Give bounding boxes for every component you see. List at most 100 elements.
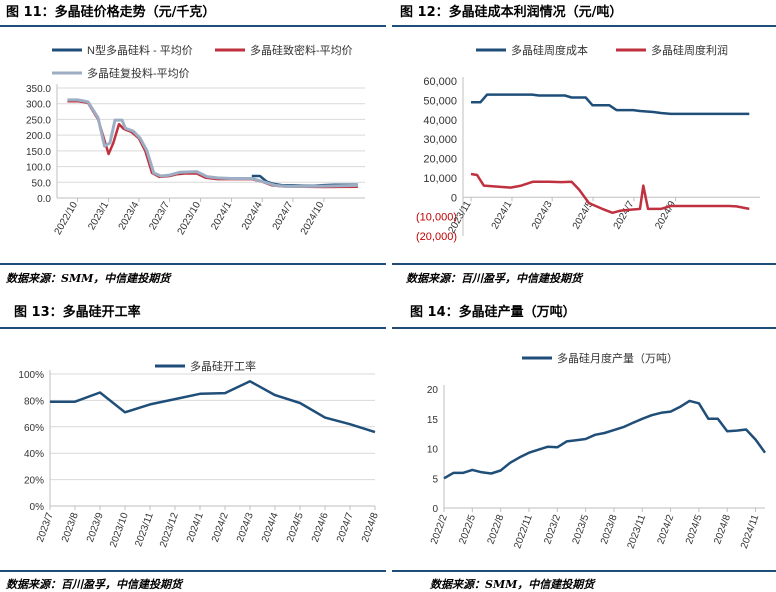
x-tick-label: 2024/4 [240, 200, 265, 232]
x-tick-label: 2023/8 [60, 511, 81, 544]
y-tick-label: 30,000 [423, 134, 457, 146]
y-tick-label: 15 [427, 415, 439, 426]
series-line-1 [50, 380, 376, 434]
x-tick-label: 2023/7 [147, 200, 172, 232]
x-tick-label: 2024/7 [271, 200, 296, 232]
source-rule [0, 263, 386, 265]
x-tick-label: 2023/10 [176, 200, 204, 237]
series-line-1 [471, 93, 750, 116]
title-rule [392, 327, 776, 329]
chart-11: 0.0 50.0 100.0 150.0 200.0 250.0 300.0 350.0 202… [26, 43, 365, 237]
y-tick-label: 100.0 [26, 163, 51, 174]
x-tick-label: 2024/10 [299, 200, 327, 237]
y-tick-label: 350.0 [26, 84, 51, 95]
series-line-2 [470, 172, 750, 215]
panel-12: 图 12：多晶硅成本利润情况（元/吨） (20,000) (10,000) 0 10,… [390, 0, 776, 295]
y-tick-label: 40% [24, 449, 44, 460]
y-tick-label: 40,000 [423, 115, 457, 127]
panel-11-title: 图 11：多晶硅价格走势（元/千克） [6, 5, 216, 20]
y-tick-label: 100% [18, 370, 44, 381]
x-tick-label: 2023/12 [158, 511, 181, 549]
chart-13: 0%20%40%60%80%100%2023/7 2023/8 2023/9 2023… [18, 359, 381, 549]
y-tick-label: 0 [451, 192, 457, 204]
x-tick-label: 2024/9 [653, 199, 678, 231]
x-tick-label: 2024/8 [360, 511, 381, 544]
x-tick-label: 2023/2 [542, 513, 563, 546]
x-tick-label: 2023/9 [85, 511, 106, 544]
y-tick-label: 10 [427, 445, 439, 456]
y-tick-label: 300.0 [26, 100, 51, 111]
x-tick-label: 2024/8 [712, 513, 733, 546]
y-tick-label: 50,000 [423, 95, 457, 107]
x-tick-label: 2023/4 [117, 200, 142, 232]
x-tick-label: 2024/6 [310, 511, 331, 544]
series-line-2 [67, 99, 358, 189]
y-tick-label: 0.0 [37, 194, 51, 205]
x-tick-label: 2024/11 [739, 513, 762, 550]
y-tick-label: (10,000) [416, 212, 457, 224]
x-tick-label: 2024/1 [185, 511, 206, 544]
legend-label: 多晶硅致密料-平均价 [250, 43, 353, 57]
legend-label: 多晶硅复投料-平均价 [87, 66, 190, 80]
y-tick-label: 150.0 [26, 147, 51, 158]
x-tick-label: 2024/2 [210, 511, 231, 544]
y-tick-label: 60,000 [423, 76, 457, 88]
x-tick-label: 2024/7 [612, 199, 637, 231]
legend-label: 多晶硅月度产量（万吨） [557, 351, 678, 365]
panel-11: 图 11：多晶硅价格走势（元/千克） 0.0 50.0 100.0 150.0 200.… [0, 0, 388, 295]
series-line-1 [443, 399, 767, 480]
x-tick-label: 2022/5 [457, 513, 478, 546]
panel-14-title: 图 14：多晶硅产量（万吨） [410, 305, 576, 320]
y-tick-label: (20,000) [416, 231, 457, 243]
x-tick-label: 2023/11 [133, 511, 156, 548]
x-tick-label: 2023/5 [571, 513, 592, 546]
panel-13: 图 13：多晶硅开工率 0% 20% 40% 60% 80% 100% 2023/7 2023… [0, 300, 388, 592]
source-rule [0, 570, 386, 572]
panel-11-source: 数据来源：SMM，中信建投期货 [6, 272, 171, 285]
x-tick-label: 2023/7 [35, 511, 56, 544]
title-rule [0, 25, 386, 27]
x-tick-label: 2023/10 [108, 511, 131, 549]
chart-14: 0 5 10 15 20 2022/2 2022/5 2022/8 2022/11 2023/2 2… [427, 351, 767, 550]
x-tick-label: 2024/2 [656, 513, 677, 546]
x-tick-label: 2024/3 [530, 199, 555, 231]
y-tick-label: 10,000 [423, 173, 457, 185]
panel-14: 图 14：多晶硅产量（万吨） 0 5 10 15 20 2022/2 2022/5 2022/… [390, 300, 776, 592]
y-tick-label: 50.0 [32, 178, 52, 189]
y-tick-label: 20,000 [423, 154, 457, 166]
x-tick-label: 2023/8 [599, 513, 620, 546]
y-tick-label: 20 [427, 385, 439, 396]
legend-label: N型多晶硅料 - 平均价 [87, 43, 193, 57]
panel-12-source: 数据来源：百川盈孚，中信建投期货 [406, 272, 582, 285]
x-tick-label: 2024/5 [684, 513, 705, 546]
series-line-3 [67, 98, 358, 188]
panel-12-title: 图 12：多晶硅成本利润情况（元/吨） [400, 5, 623, 20]
x-tick-label: 2022/8 [486, 513, 507, 546]
y-tick-label: 5 [432, 474, 438, 485]
x-tick-label: 2023/1 [86, 200, 111, 232]
panel-13-source: 数据来源：百川盈孚，中信建投期货 [6, 578, 182, 591]
x-tick-label: 2024/3 [235, 511, 256, 544]
y-tick-label: 80% [24, 396, 44, 407]
x-tick-label: 2022/11 [512, 513, 535, 550]
y-tick-label: 250.0 [26, 115, 51, 126]
panel-14-source: 数据来源：SMM，中信建投期货 [430, 578, 595, 591]
legend-label: 多晶硅周度成本 [511, 43, 588, 57]
title-rule [0, 327, 386, 329]
legend-label: 多晶硅开工率 [190, 359, 256, 373]
x-tick-label: 2022/2 [429, 513, 450, 546]
x-tick-label: 2022/10 [53, 200, 81, 237]
x-tick-label: 2023/11 [626, 513, 649, 550]
y-tick-label: 0% [30, 502, 45, 513]
source-rule [392, 570, 776, 572]
x-tick-label: 2024/4 [260, 511, 281, 544]
panel-13-title: 图 13：多晶硅开工率 [14, 305, 141, 320]
source-rule [392, 263, 776, 265]
legend-label: 多晶硅周度利润 [651, 43, 728, 57]
title-rule [392, 25, 776, 27]
y-tick-label: 20% [24, 476, 44, 487]
chart-12: (20,000) (10,000) 0 10,000 20,000 30,000 40,00… [416, 43, 760, 243]
x-tick-label: 2024/7 [335, 511, 356, 544]
x-tick-label: 2024/5 [285, 511, 306, 544]
x-tick-label: 2024/1 [490, 199, 515, 231]
